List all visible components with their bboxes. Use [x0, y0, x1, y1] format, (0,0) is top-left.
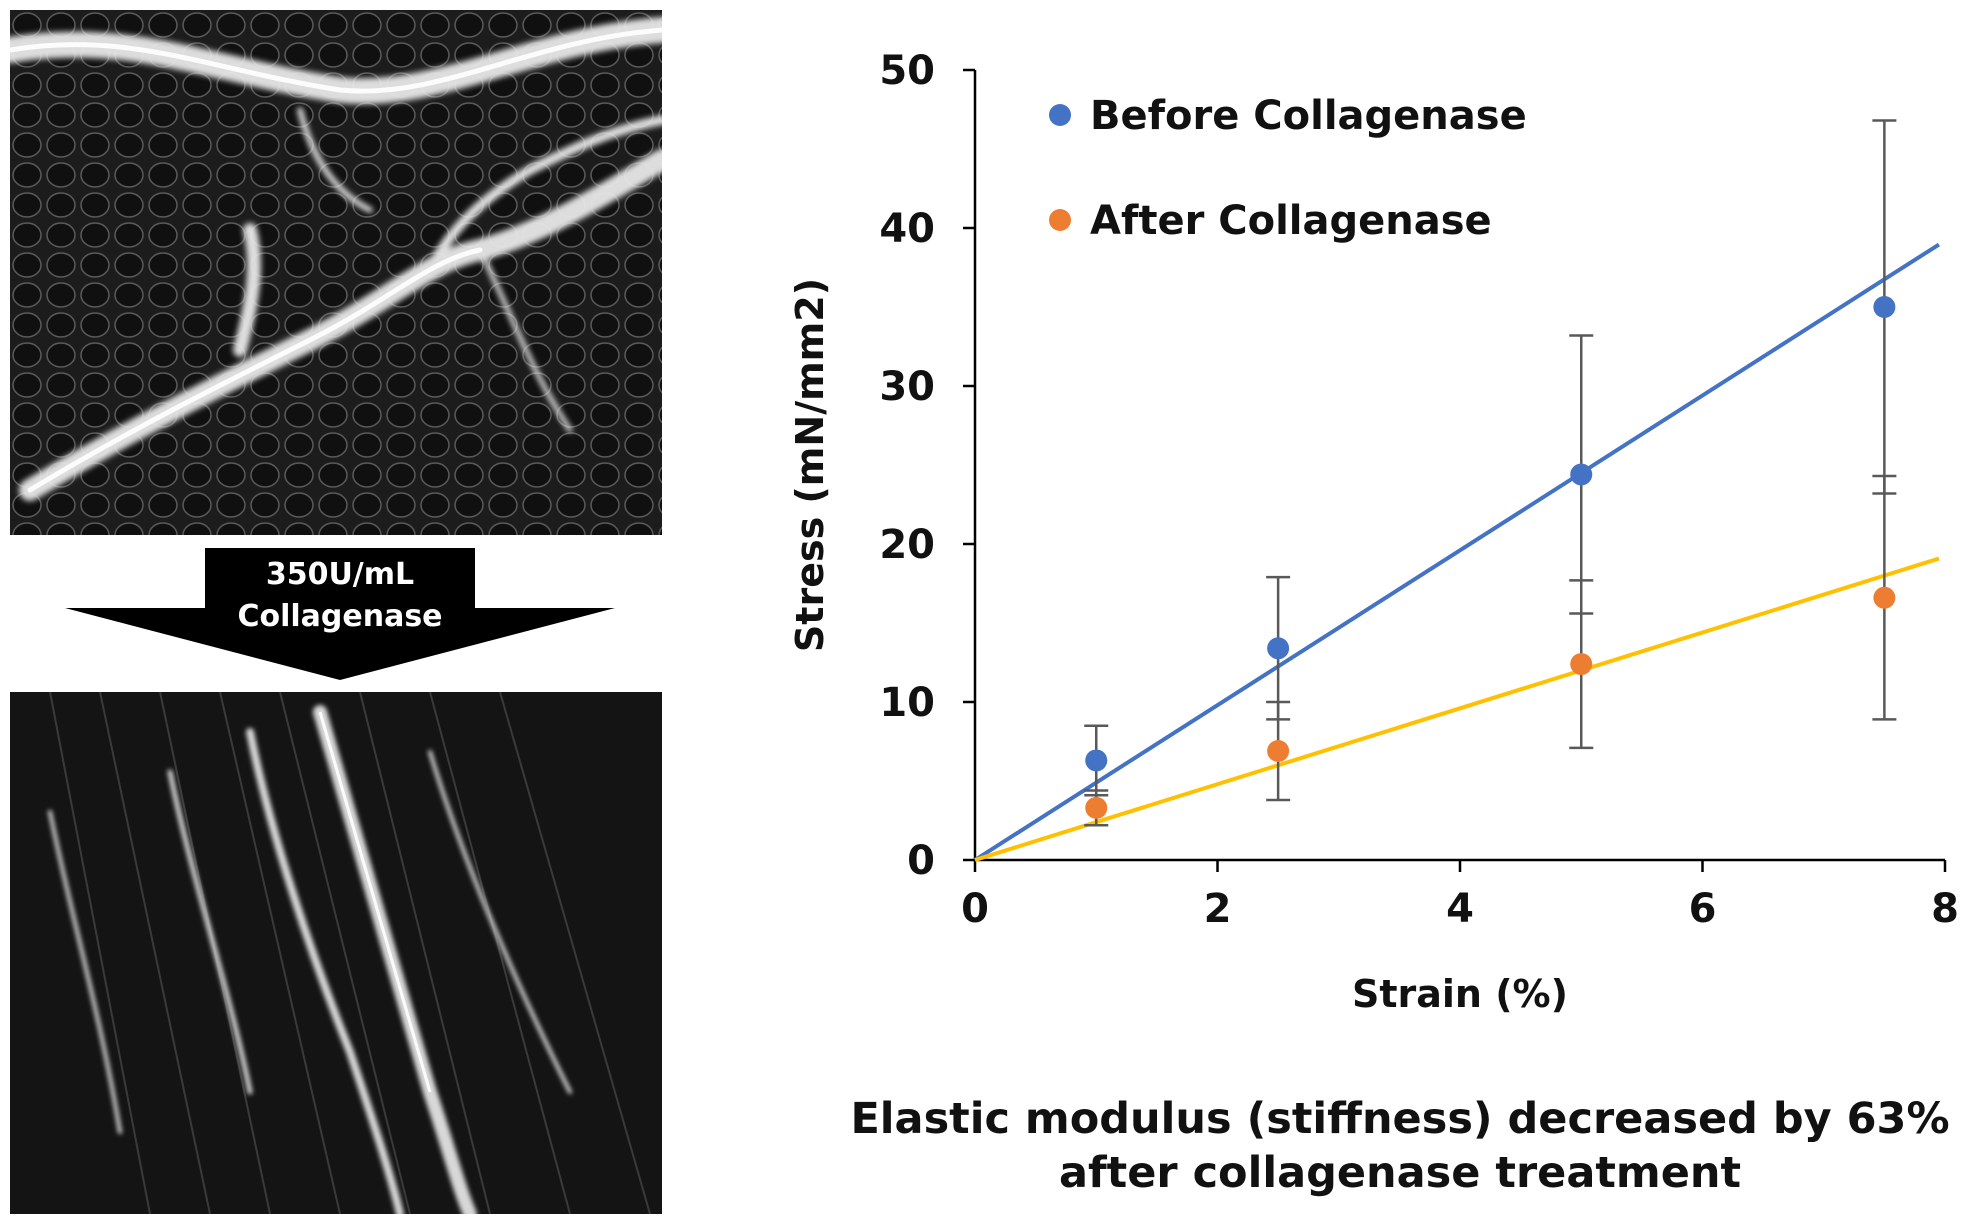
y-tick-label: 10 [879, 680, 935, 726]
arrow-label-line1: 350U/mL [266, 557, 414, 592]
data-point-after [1267, 739, 1290, 762]
legend-marker-after [1049, 209, 1071, 231]
y-tick-label: 20 [879, 522, 935, 568]
data-point-after [1085, 796, 1108, 819]
trendline-after [974, 556, 1940, 862]
legend-label-before: Before Collagenase [1090, 93, 1527, 139]
y-tick-label: 40 [879, 206, 935, 252]
y-axis-title: Stress (mN/mm2) [788, 278, 832, 652]
y-tick-label: 30 [879, 364, 935, 410]
data-point-before [1873, 296, 1896, 318]
legend-marker-before [1049, 104, 1071, 126]
x-tick-label: 2 [1204, 886, 1232, 932]
x-tick-label: 0 [961, 886, 989, 932]
data-point-before [1267, 637, 1290, 660]
y-tick-label: 50 [879, 48, 935, 94]
y-tick-label: 0 [907, 838, 935, 884]
arrow-label-line2: Collagenase [237, 599, 442, 634]
micrograph-before [10, 10, 662, 535]
caption-line2: after collagenase treatment [1058, 1148, 1742, 1198]
x-axis-title: Strain (%) [1352, 972, 1568, 1016]
x-tick-label: 4 [1446, 886, 1474, 932]
data-point-after [1570, 653, 1593, 676]
data-point-before [1085, 749, 1108, 772]
legend-label-after: After Collagenase [1090, 198, 1492, 244]
treatment-arrow: 350U/mL Collagenase [60, 548, 620, 683]
x-tick-label: 8 [1931, 886, 1959, 932]
stress-strain-chart: 0 2 4 6 8 0 10 20 30 40 50 Strain (%) Stress (mN/mm2… [760, 20, 1984, 1080]
data-point-before [1570, 463, 1593, 486]
caption-line1: Elastic modulus (stiffness) decreased by… [850, 1094, 1950, 1144]
trendline-before [973, 242, 1941, 862]
data-point-after [1873, 586, 1896, 609]
micrograph-after [10, 692, 662, 1214]
x-tick-label: 6 [1689, 886, 1717, 932]
